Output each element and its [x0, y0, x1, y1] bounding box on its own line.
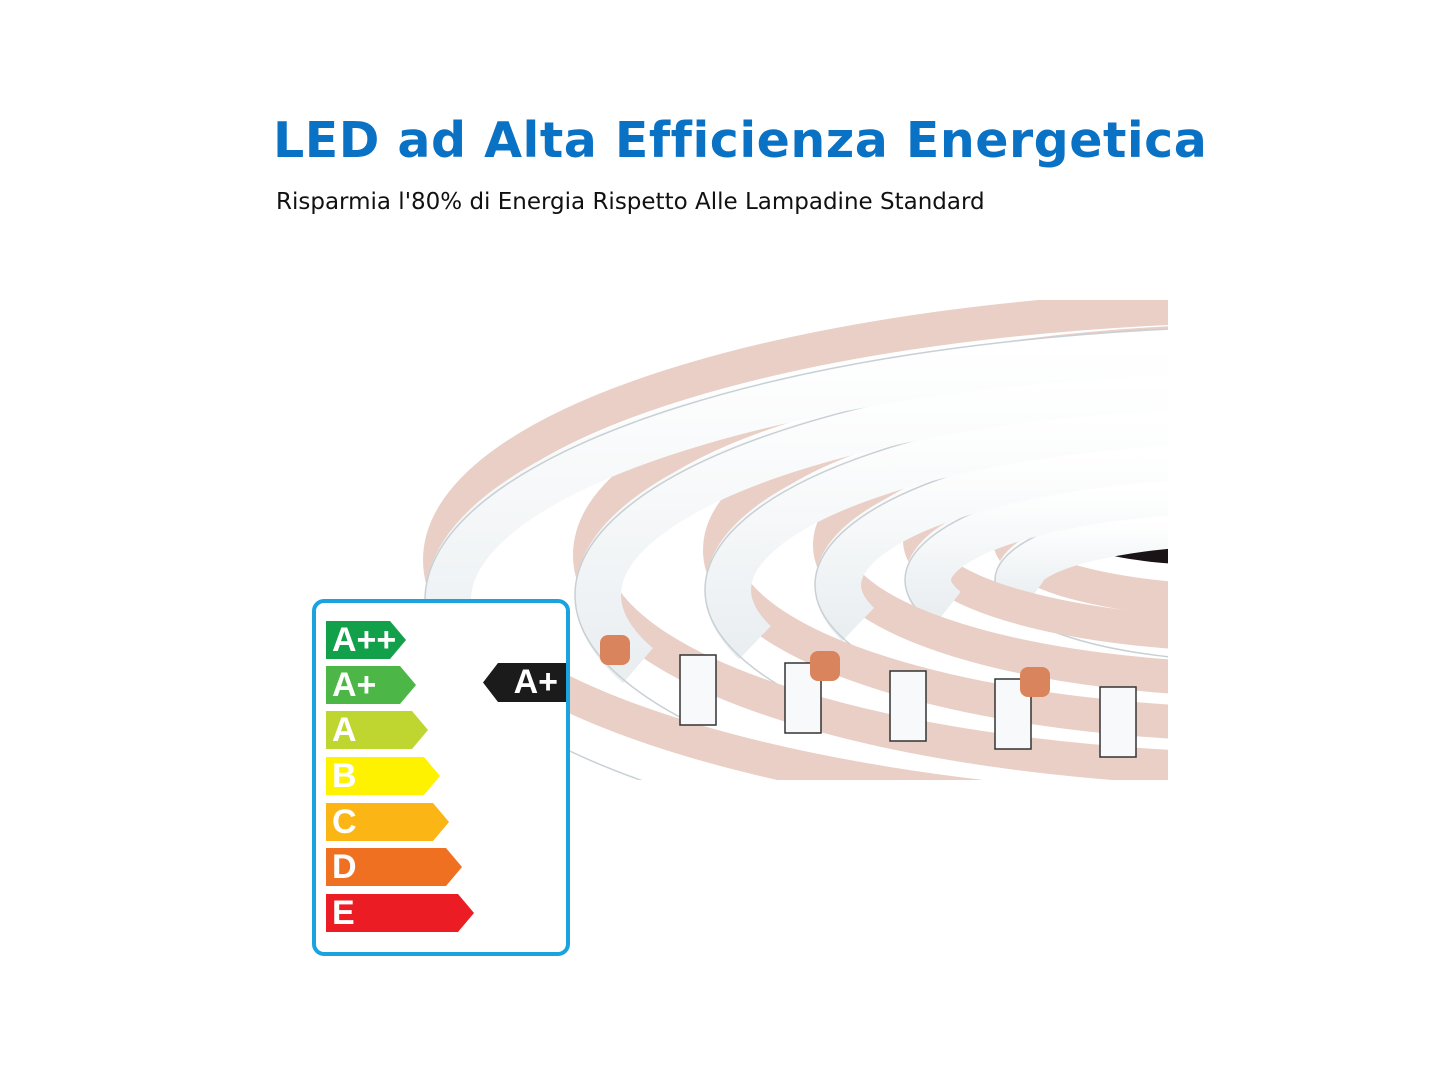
- led-chip: [1099, 686, 1137, 758]
- strip-edge: [574, 363, 1168, 780]
- energy-class-e: E: [326, 894, 474, 932]
- strip-ring-front: [995, 502, 1168, 658]
- led-chip: [679, 654, 717, 726]
- energy-class-aplus: A+: [326, 666, 416, 704]
- energy-class-b: B: [326, 757, 440, 795]
- energy-label: A++ A+ A B C D E A+: [312, 599, 570, 956]
- strip-ring-back: [903, 431, 1168, 649]
- energy-rating-indicator: A+: [483, 663, 566, 702]
- energy-class-d: D: [326, 848, 462, 886]
- page-title: LED ad Alta Efficienza Energetica: [273, 112, 1208, 169]
- strip-ring-front: [815, 434, 1168, 736]
- solder-pad: [1020, 667, 1050, 697]
- solder-pad: [810, 651, 840, 681]
- strip-ring-front: [905, 469, 1168, 691]
- solder-pad: [600, 635, 630, 665]
- strip-edge: [704, 399, 1168, 780]
- strip-edge: [904, 469, 1168, 691]
- energy-class-c: C: [326, 803, 449, 841]
- led-chip: [889, 670, 927, 742]
- energy-class-a: A: [326, 711, 428, 749]
- strip-ring-front: [575, 364, 1168, 780]
- strip-edge: [994, 502, 1168, 658]
- energy-class-aplusplus: A++: [326, 621, 406, 659]
- page-subtitle: Risparmia l'80% di Energia Rispetto Alle…: [276, 189, 985, 215]
- strip-ring-front: [705, 399, 1168, 780]
- strip-edge: [814, 434, 1168, 736]
- led-strip-photo: [423, 300, 1168, 780]
